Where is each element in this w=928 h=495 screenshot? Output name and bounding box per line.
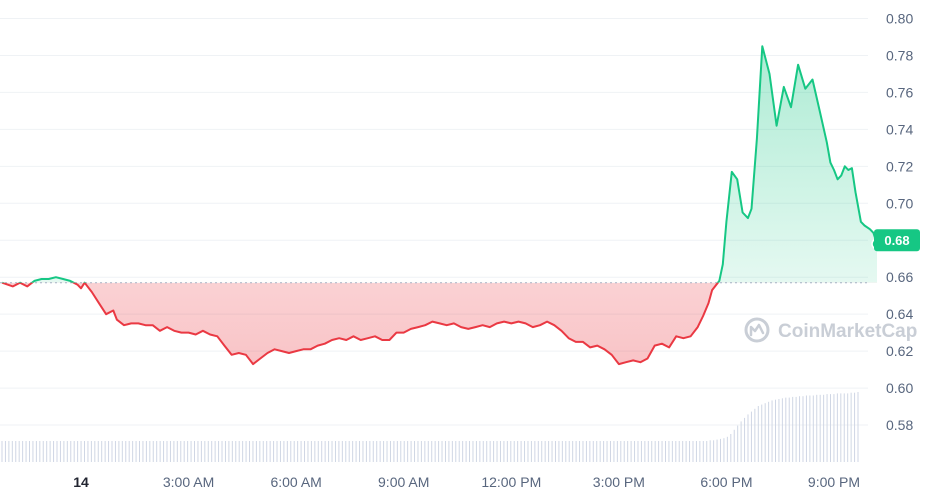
y-tick-label: 0.58 (886, 417, 913, 433)
y-axis: 0.58 0.60 0.62 0.64 0.66 0.68 0.70 0.72 0.74 0.76… (886, 10, 913, 433)
price-area-fills (2, 46, 877, 365)
y-tick-label: 0.76 (886, 84, 913, 100)
x-tick-label: 6:00 PM (700, 474, 752, 490)
y-tick-label: 0.80 (886, 10, 913, 26)
volume-bars (1, 392, 859, 462)
x-tick-label: 3:00 PM (593, 474, 645, 490)
x-tick-label: 9:00 PM (808, 474, 860, 490)
y-tick-label: 0.78 (886, 47, 913, 63)
last-price-label: 0.68 (884, 233, 909, 248)
y-tick-label: 0.60 (886, 380, 913, 396)
area-above-baseline (2, 46, 877, 283)
y-tick-label: 0.66 (886, 269, 913, 285)
x-tick-label: 6:00 AM (270, 474, 321, 490)
watermark: CoinMarketCap (744, 317, 917, 343)
last-price-badge-bg (874, 229, 920, 252)
y-tick-label: 0.72 (886, 158, 913, 174)
area-below-baseline (2, 282, 718, 365)
watermark-text: CoinMarketCap (778, 321, 917, 342)
x-tick-label: 3:00 AM (163, 474, 214, 490)
y-tick-label: 0.64 (886, 306, 913, 322)
y-tick-label: 0.74 (886, 121, 913, 137)
x-tick-label: 9:00 AM (378, 474, 429, 490)
grid-lines (0, 17, 868, 426)
x-tick-label: 12:00 PM (481, 474, 541, 490)
x-tick-label: 14 (73, 474, 89, 490)
coinmarketcap-logo-icon (744, 317, 770, 343)
x-axis: 14 3:00 AM 6:00 AM 9:00 AM 12:00 PM 3:00 PM 6:… (73, 474, 860, 490)
y-tick-label: 0.62 (886, 343, 913, 359)
y-tick-label: 0.70 (886, 195, 913, 211)
price-lines (1, 45, 878, 366)
price-line-up (2, 45, 878, 283)
last-price-badge: 0.68 (874, 229, 920, 252)
price-line-down (1, 282, 720, 366)
